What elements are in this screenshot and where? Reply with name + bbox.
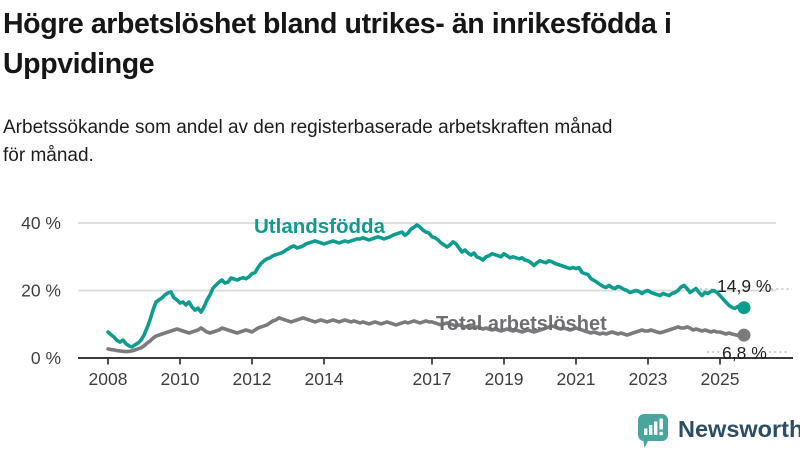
y-tick-label: 40 %	[21, 213, 61, 233]
y-tick-label: 20 %	[21, 281, 61, 301]
exclamation-dot	[659, 431, 663, 436]
speech-bubble-shape	[638, 414, 668, 448]
bar-chart-glyph	[644, 418, 663, 436]
series-label-total-unemployment: Total arbetslöshet	[436, 313, 607, 335]
x-tick-label: 2010	[161, 369, 200, 389]
x-tick-label: 2008	[89, 369, 128, 389]
newsworthy-logo-icon	[638, 414, 668, 448]
leader-lines	[700, 288, 792, 353]
y-axis-labels: 0 % 20 % 40 %	[21, 213, 61, 368]
subtitle-line-2: för månad.	[3, 145, 94, 166]
x-tick-label: 2017	[413, 369, 452, 389]
end-dot-foreign	[737, 301, 751, 315]
title-line-2: Uppvidinge	[3, 48, 155, 80]
end-value-label-total-unemployment: 6,8 %	[722, 343, 767, 363]
series-line-total-unemployment	[106, 315, 746, 354]
x-tick-label: 2021	[557, 369, 596, 389]
y-tick-label: 0 %	[31, 348, 61, 368]
chart-subtitle: Arbetssökande som andel av den registerb…	[3, 114, 797, 170]
x-axis-ticks	[107, 358, 721, 365]
newsworthy-logo-text: Newsworthy	[678, 416, 800, 442]
x-axis-labels: 2008 2010 2012 2014 2017 2019 2021 2023 2025	[89, 369, 740, 389]
series-line-foreign-born	[106, 223, 746, 349]
x-tick-label: 2025	[701, 369, 740, 389]
end-dot-total	[737, 328, 751, 342]
x-tick-label: 2023	[629, 369, 668, 389]
x-tick-label: 2012	[233, 369, 272, 389]
x-tick-label: 2019	[485, 369, 524, 389]
series-label-foreign-born: Utlandsfödda	[254, 215, 385, 238]
exclamation-bar	[659, 418, 663, 430]
gridlines	[78, 222, 776, 292]
title-line-1: Högre arbetslöshet bland utrikes- än inr…	[3, 8, 672, 40]
subtitle-line-1: Arbetssökande som andel av den registerb…	[3, 117, 613, 138]
end-value-label-foreign-born: 14,9 %	[717, 276, 772, 296]
x-tick-label: 2014	[305, 369, 344, 389]
page-title: Högre arbetslöshet bland utrikes- än inr…	[3, 4, 797, 84]
